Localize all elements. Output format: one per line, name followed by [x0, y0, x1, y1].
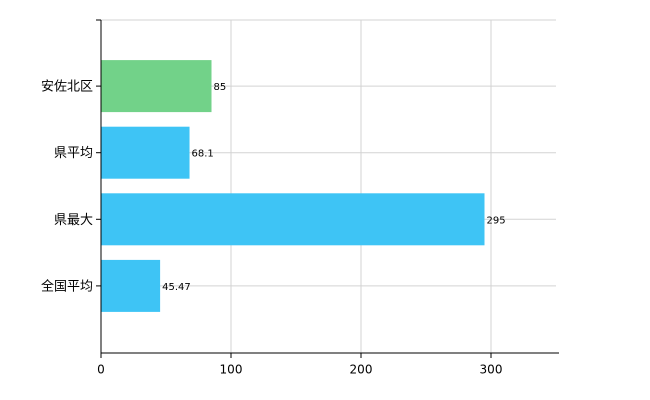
x-tick-label: 100 — [220, 363, 243, 377]
x-tick-label: 300 — [480, 363, 503, 377]
x-tick-label: 200 — [350, 363, 373, 377]
value-label: 85 — [214, 82, 227, 93]
value-label: 68.1 — [192, 149, 214, 160]
bar — [101, 259, 161, 312]
y-tick-label: 全国平均 — [41, 278, 93, 294]
y-tick-label: 県平均 — [54, 146, 93, 161]
y-tick-label: 県最大 — [54, 213, 93, 228]
x-tick-label: 0 — [97, 363, 105, 377]
bar — [101, 126, 190, 179]
value-label: 45.47 — [162, 282, 191, 293]
bar — [101, 60, 212, 113]
value-label: 295 — [487, 215, 506, 226]
y-tick-label: 安佐北区 — [41, 80, 93, 95]
bar — [101, 193, 485, 246]
